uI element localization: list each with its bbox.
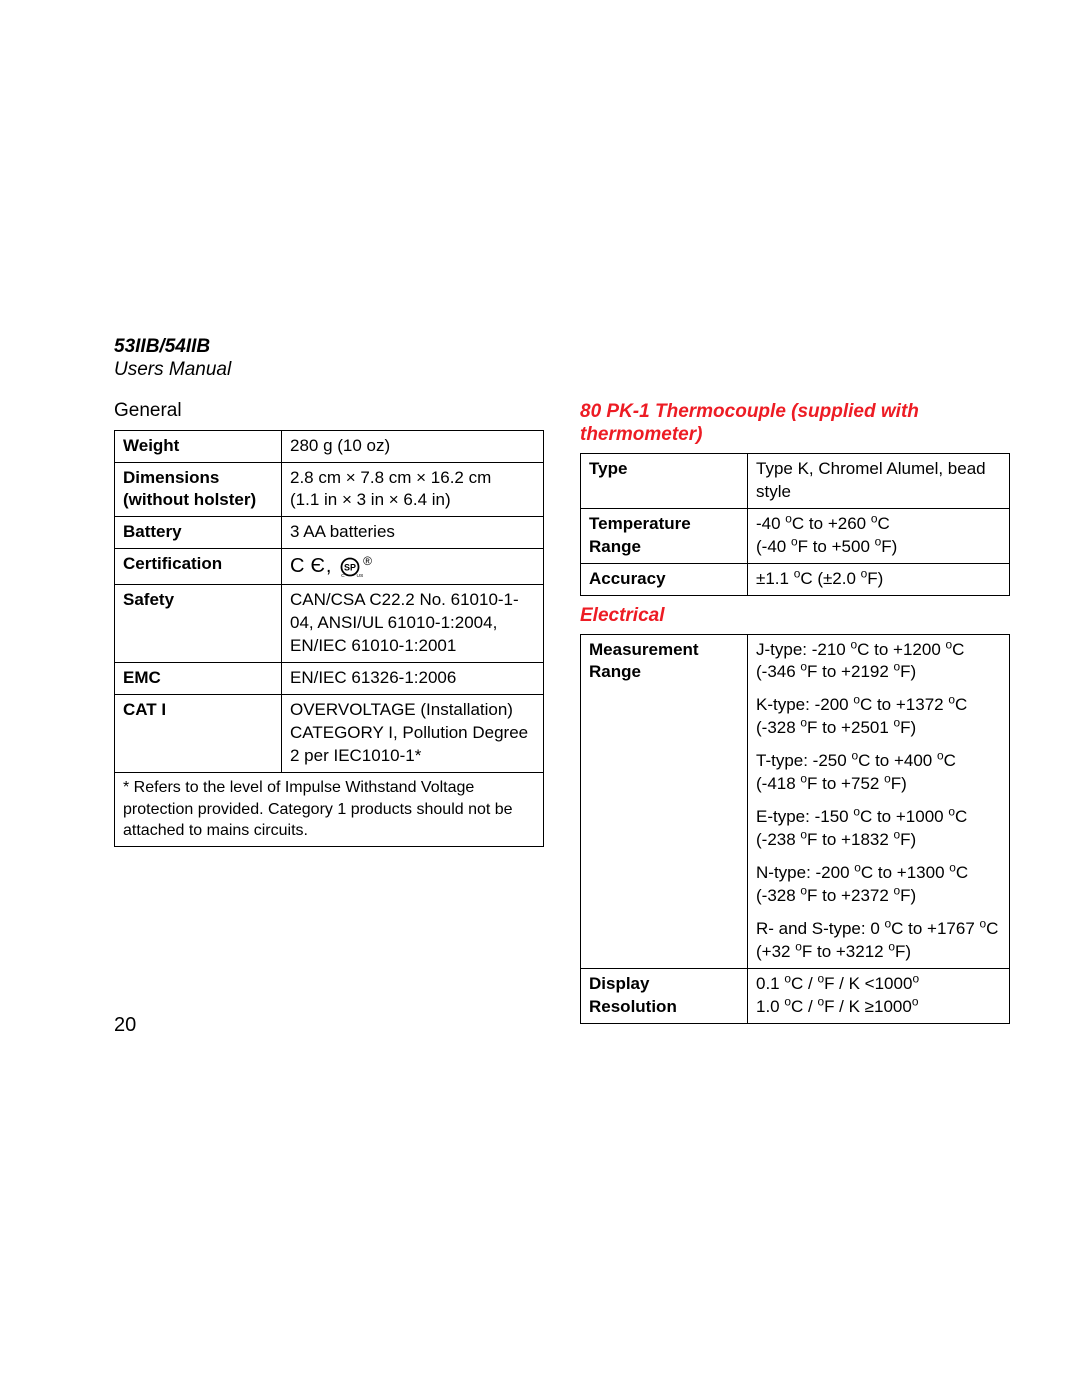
- spec-value: EN/IEC 61326-1:2006: [282, 663, 544, 695]
- table-row: EMCEN/IEC 61326-1:2006: [115, 663, 544, 695]
- right-column: 80 PK-1 Thermocouple (supplied with ther…: [580, 400, 1010, 1024]
- left-column: General Weight280 g (10 oz)Dimensions (w…: [114, 400, 544, 847]
- table-row: Temperature Range-40 oC to +260 oC(-40 o…: [581, 508, 1010, 563]
- spec-label: EMC: [115, 663, 282, 695]
- section-general-title: General: [114, 400, 544, 422]
- spec-label: Safety: [115, 585, 282, 663]
- table-row: Measurement RangeJ-type: -210 oC to +120…: [581, 634, 1010, 968]
- table-row: CAT IOVERVOLTAGE (Installation) CATEGORY…: [115, 695, 544, 773]
- spec-value: 0.1 oC / oF / K <1000o1.0 oC / oF / K ≥1…: [748, 968, 1010, 1023]
- spec-label: Weight: [115, 430, 282, 462]
- table-row: Accuracy±1.1 oC (±2.0 oF): [581, 563, 1010, 595]
- page-number: 20: [114, 1014, 136, 1037]
- table-row: SafetyCAN/CSA C22.2 No. 61010-1-04, ANSI…: [115, 585, 544, 663]
- general-rows: Weight280 g (10 oz)Dimensions (without h…: [115, 430, 544, 846]
- thermocouple-rows: TypeType K, Chromel Alumel, bead styleTe…: [581, 454, 1010, 596]
- spec-label: Temperature Range: [581, 508, 748, 563]
- spec-label: Certification: [115, 549, 282, 585]
- spec-value: CAN/CSA C22.2 No. 61010-1-04, ANSI/UL 61…: [282, 585, 544, 663]
- spec-label: Dimensions (without holster): [115, 462, 282, 517]
- spec-value: 2.8 cm × 7.8 cm × 16.2 cm(1.1 in × 3 in …: [282, 462, 544, 517]
- electrical-rows: Measurement RangeJ-type: -210 oC to +120…: [581, 634, 1010, 1023]
- section-electrical-title: Electrical: [580, 604, 1010, 628]
- svg-text:SP: SP: [344, 562, 356, 572]
- spec-value: -40 oC to +260 oC(-40 oF to +500 oF): [748, 508, 1010, 563]
- spec-value: 280 g (10 oz): [282, 430, 544, 462]
- general-footnote-row: * Refers to the level of Impulse Withsta…: [115, 772, 544, 846]
- table-row: Weight280 g (10 oz): [115, 430, 544, 462]
- table-row: Battery3 AA batteries: [115, 517, 544, 549]
- general-footnote: * Refers to the level of Impulse Withsta…: [115, 772, 544, 846]
- spec-label: Display Resolution: [581, 968, 748, 1023]
- spec-label: Accuracy: [581, 563, 748, 595]
- manual-page: 53IIB/54IIB Users Manual General Weight2…: [0, 0, 1080, 1397]
- spec-value: 3 AA batteries: [282, 517, 544, 549]
- spec-value: ±1.1 oC (±2.0 oF): [748, 563, 1010, 595]
- spec-value: C Є, SPCUS®: [282, 549, 544, 585]
- table-row: TypeType K, Chromel Alumel, bead style: [581, 454, 1010, 509]
- table-row: Display Resolution0.1 oC / oF / K <1000o…: [581, 968, 1010, 1023]
- spec-value: J-type: -210 oC to +1200 oC(-346 oF to +…: [748, 634, 1010, 968]
- two-column-layout: General Weight280 g (10 oz)Dimensions (w…: [114, 400, 1010, 1024]
- spec-label: Battery: [115, 517, 282, 549]
- doc-subtitle: Users Manual: [114, 359, 1010, 382]
- product-model: 53IIB/54IIB: [114, 336, 1010, 359]
- svg-text:C: C: [341, 573, 345, 578]
- section-thermocouple-title: 80 PK-1 Thermocouple (supplied with ther…: [580, 400, 1010, 448]
- thermocouple-spec-table: TypeType K, Chromel Alumel, bead styleTe…: [580, 453, 1010, 596]
- general-spec-table: Weight280 g (10 oz)Dimensions (without h…: [114, 430, 544, 847]
- spec-value: OVERVOLTAGE (Installation) CATEGORY I, P…: [282, 695, 544, 773]
- spec-label: Measurement Range: [581, 634, 748, 968]
- electrical-spec-table: Measurement RangeJ-type: -210 oC to +120…: [580, 634, 1010, 1024]
- table-row: Dimensions (without holster)2.8 cm × 7.8…: [115, 462, 544, 517]
- table-row: CertificationC Є, SPCUS®: [115, 549, 544, 585]
- svg-text:US: US: [357, 573, 364, 578]
- spec-value: Type K, Chromel Alumel, bead style: [748, 454, 1010, 509]
- spec-label: CAT I: [115, 695, 282, 773]
- spec-label: Type: [581, 454, 748, 509]
